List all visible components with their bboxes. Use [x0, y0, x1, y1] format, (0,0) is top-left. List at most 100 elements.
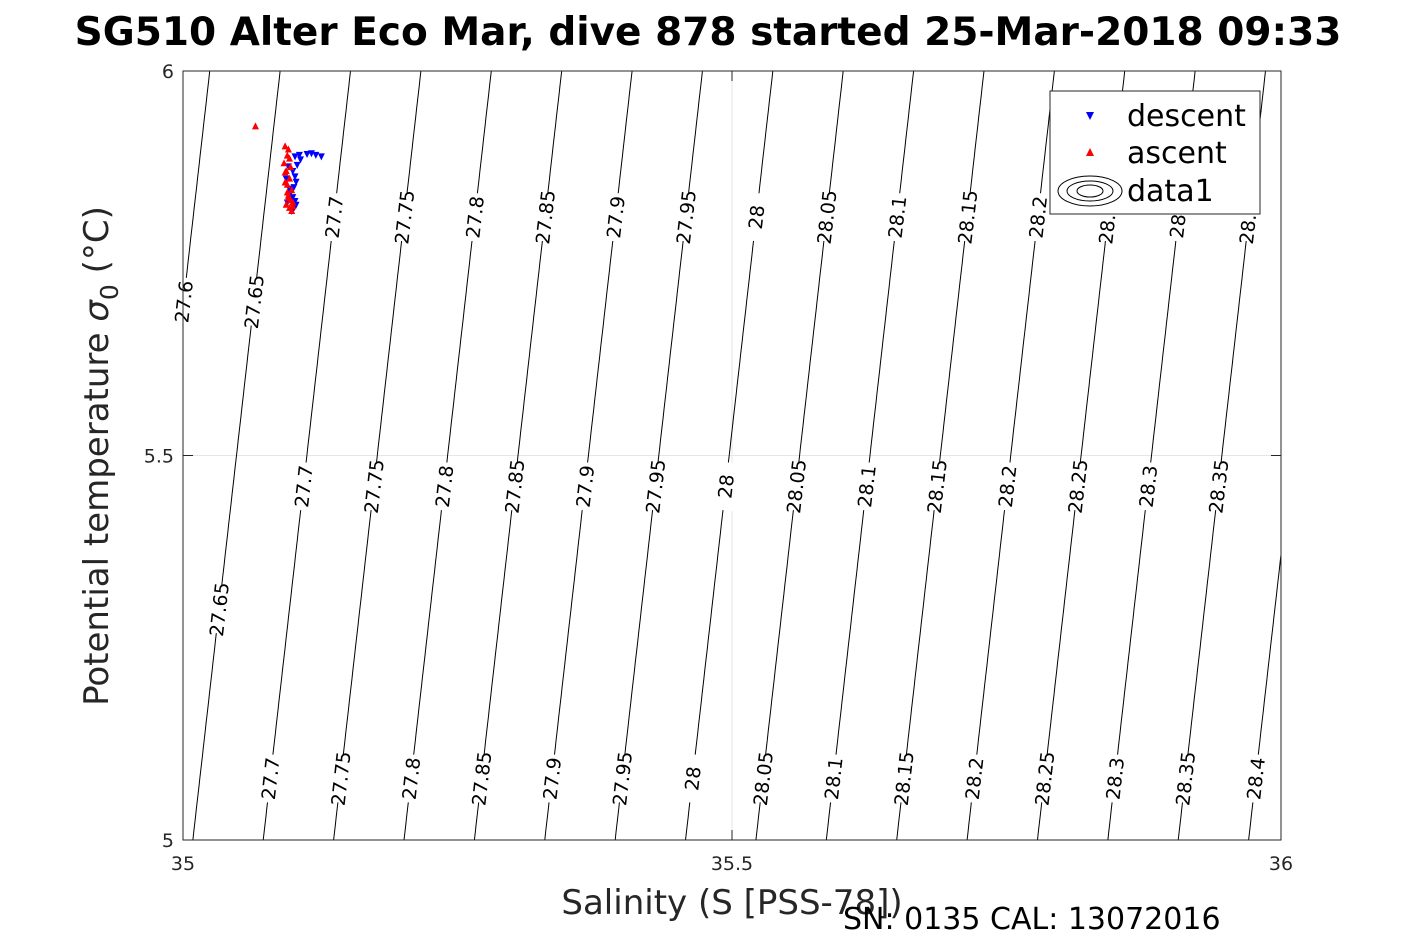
y-axis-label: Potential temperature σ0 (°C) — [77, 206, 124, 706]
contour-label-background — [531, 192, 559, 243]
contour-label-background — [467, 753, 496, 804]
contour-label-background — [430, 461, 458, 512]
ascent-point — [282, 200, 290, 208]
contour-label: 27.65 — [206, 581, 234, 638]
contour-label: 28.1 — [821, 756, 848, 801]
contour-label: 28.25 — [1031, 750, 1059, 807]
contour-label: 28.1 — [885, 195, 912, 240]
contour-label-background — [712, 461, 740, 512]
contour-label: 27.75 — [361, 458, 389, 515]
contour-label-background — [1171, 753, 1199, 804]
contour-labels: 27.7 27.75 27.8 27.85 27.9 27.95 28 28.05 28.1 28… — [169, 189, 1270, 807]
contour-label: 27.95 — [642, 458, 670, 515]
contour-label: 28.1 — [854, 464, 881, 509]
contour-label-background — [749, 753, 777, 804]
contour-label-background — [641, 461, 669, 512]
contour-label: 27.9 — [603, 195, 630, 240]
ascent-point — [289, 198, 297, 206]
descent-point — [291, 153, 299, 161]
contour-label: 27.7 — [322, 195, 349, 240]
contour-label-background — [205, 584, 233, 635]
contour-label-background — [538, 753, 566, 804]
contour-label: 28.05 — [783, 458, 811, 515]
contour-label-background — [1101, 753, 1129, 804]
contour-label-background — [852, 461, 881, 512]
contour-label-background — [461, 192, 489, 243]
contour-label: 27.85 — [468, 750, 496, 807]
descent-point — [289, 194, 297, 202]
contour-label-background — [993, 461, 1021, 512]
descent-point — [296, 156, 304, 164]
contour-label-background — [240, 276, 268, 327]
contour-label-background — [890, 753, 918, 804]
ascent-point — [282, 166, 290, 174]
contour-label-background — [608, 753, 636, 804]
ascent-point — [289, 202, 297, 210]
contour-label-background — [1241, 753, 1270, 804]
contour-label-background — [1204, 461, 1233, 512]
contour-label-background — [923, 461, 951, 512]
ascent-point — [286, 154, 294, 162]
contour-label: 27.85 — [532, 189, 560, 246]
contour-label: 27.95 — [609, 750, 637, 807]
x-tick-label: 35.5 — [711, 853, 753, 875]
descent-point — [291, 173, 299, 181]
contour-label: 28 — [745, 204, 770, 231]
contour-label: 28.35 — [1172, 750, 1200, 807]
contour-label-background — [601, 192, 630, 243]
contour-label: 27.65 — [241, 274, 269, 331]
ascent-point — [283, 188, 291, 196]
ascent-point — [251, 122, 259, 130]
ascent-point — [288, 186, 296, 194]
contour-label-background — [1024, 192, 1052, 243]
ascent-point — [287, 163, 295, 171]
data-points — [251, 122, 325, 215]
contour-label: 28.4 — [1243, 756, 1270, 801]
descent-point — [312, 151, 320, 159]
contour-label: 27.8 — [462, 195, 489, 240]
x-tick-label: 35 — [171, 853, 195, 875]
descent-point — [317, 153, 325, 161]
contour-label: 28.05 — [750, 750, 778, 807]
axis-ticks: 35 35.5 36 5 5.5 6 — [144, 61, 1293, 875]
y-axis-label-unit: (°C) — [77, 206, 117, 284]
contour-label: 27.8 — [399, 756, 426, 801]
contour-label: 28.3 — [1136, 464, 1163, 509]
contour-label-background — [289, 461, 318, 512]
contour-label-background — [1063, 461, 1092, 512]
legend-label-data1: data1 — [1127, 174, 1214, 209]
contour-label-background — [819, 753, 847, 804]
legend-label-descent: descent — [1127, 99, 1246, 134]
contour-label-background — [500, 461, 529, 512]
chart-title: SG510 Alter Eco Mar, dive 878 started 25… — [75, 10, 1342, 55]
ascent-point — [284, 145, 292, 153]
contour-label-background — [672, 192, 700, 243]
contour-label-background — [397, 753, 425, 804]
ascent-point — [281, 178, 289, 186]
density-contour-line — [183, 70, 211, 302]
contour-label: 28.3 — [1102, 756, 1129, 801]
contour-label-background — [326, 753, 355, 804]
contour-label: 28.15 — [954, 189, 982, 246]
legend-marker-contour-icon — [1057, 175, 1123, 207]
contour-label: 28.15 — [924, 458, 952, 515]
legend: descent ascent data1 — [1049, 90, 1261, 215]
descent-point — [303, 151, 311, 159]
contour-label-background — [960, 753, 988, 804]
contour-label-background — [953, 192, 982, 243]
descent-point — [282, 175, 290, 183]
contour-label: 28.2 — [962, 756, 989, 801]
contour-label: 27.7 — [258, 756, 285, 801]
descent-point — [292, 178, 300, 186]
contour-label-background — [320, 192, 348, 243]
contour-label: 28.2 — [995, 464, 1022, 509]
contour-label: 27.9 — [573, 464, 600, 509]
contour-label: 27.7 — [291, 464, 318, 509]
contour-label-background — [678, 753, 707, 804]
x-tick-label: 36 — [1269, 853, 1293, 875]
contour-label: 28.25 — [1065, 458, 1093, 515]
y-tick-label: 5.5 — [144, 446, 174, 468]
contour-label-background — [360, 461, 388, 512]
contour-label-background — [742, 192, 770, 243]
